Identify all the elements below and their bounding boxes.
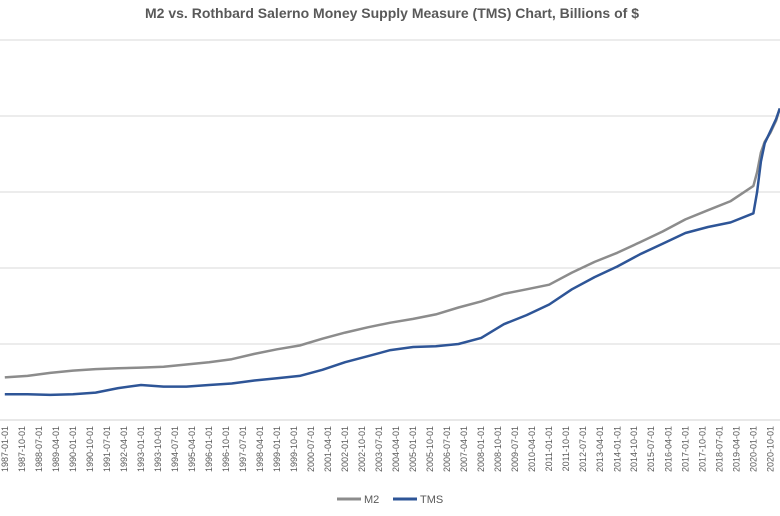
x-tick-label: 2002-10-01 — [357, 426, 367, 472]
x-tick-label: 2009-07-01 — [510, 426, 520, 472]
x-tick-label: 2008-01-01 — [476, 426, 486, 472]
x-tick-label: 2001-04-01 — [323, 426, 333, 472]
x-tick-label: 1998-04-01 — [255, 426, 265, 472]
x-tick-label: 2020-01-01 — [748, 426, 758, 472]
x-tick-label: 1997-07-01 — [238, 426, 248, 472]
x-tick-label: 1999-10-01 — [289, 426, 299, 472]
x-tick-label: 2000-07-01 — [306, 426, 316, 472]
x-tick-label: 2013-04-01 — [595, 426, 605, 472]
x-tick-label: 2018-07-01 — [714, 426, 724, 472]
x-tick-label: 1990-01-01 — [68, 426, 78, 472]
legend: M2 TMS — [337, 494, 443, 506]
x-tick-label: 2011-01-01 — [544, 426, 554, 471]
x-tick-label: 1995-04-01 — [187, 426, 197, 472]
x-tick-label: 2016-04-01 — [663, 426, 673, 472]
series-line-m2 — [4, 108, 780, 379]
gridlines — [0, 39, 780, 345]
x-tick-label: 2006-07-01 — [442, 426, 452, 472]
x-tick-label: 2004-04-01 — [391, 426, 401, 472]
x-tick-label: 2007-04-01 — [459, 426, 469, 472]
x-tick-label: 1994-07-01 — [170, 426, 180, 472]
x-tick-label: 1993-10-01 — [153, 426, 163, 472]
x-tick-label: 2002-01-01 — [340, 426, 350, 472]
x-tick-label: 1993-01-01 — [136, 426, 146, 472]
x-tick-label: 2005-01-01 — [408, 426, 418, 472]
x-tick-label: 1988-07-01 — [34, 426, 44, 472]
x-tick-label: 1996-01-01 — [204, 426, 214, 472]
x-tick-label: 2014-10-01 — [629, 426, 639, 472]
x-tick-label: 2003-07-01 — [374, 426, 384, 472]
series-line-tms — [4, 107, 780, 397]
x-tick-label: 2015-07-01 — [646, 426, 656, 472]
series-group — [4, 107, 780, 397]
x-tick-label: 2017-10-01 — [697, 426, 707, 472]
x-tick-label: 1987-10-01 — [17, 426, 27, 472]
x-tick-label: 1992-04-01 — [119, 426, 129, 472]
x-tick-label: 2010-04-01 — [527, 426, 537, 472]
x-tick-label: 1990-10-01 — [85, 426, 95, 472]
x-tick-label: 2011-10-01 — [561, 426, 571, 471]
x-tick-label: 2019-04-01 — [731, 426, 741, 472]
x-tick-label: 2008-10-01 — [493, 426, 503, 472]
x-tick-label: 2020-10-01 — [765, 426, 775, 472]
x-tick-label: 1996-10-01 — [221, 426, 231, 472]
legend-label-m2: M2 — [364, 494, 379, 506]
x-tick-label: 2005-10-01 — [425, 426, 435, 472]
x-tick-label: 1987-01-01 — [0, 426, 10, 472]
x-tick-labels: 1987-01-01 1987-10-01 1988-07-01 1989-04-01… — [0, 426, 775, 472]
x-tick-label: 1989-04-01 — [51, 426, 61, 472]
chart-title: M2 vs. Rothbard Salerno Money Supply Mea… — [145, 5, 639, 21]
x-tick-label: 1999-01-01 — [272, 426, 282, 472]
x-tick-label: 2012-07-01 — [578, 426, 588, 472]
x-tick-label: 2017-01-01 — [680, 426, 690, 472]
x-tick-label: 1991-07-01 — [102, 426, 112, 472]
legend-label-tms: TMS — [420, 494, 443, 506]
x-tick-label: 2014-01-01 — [612, 426, 622, 472]
